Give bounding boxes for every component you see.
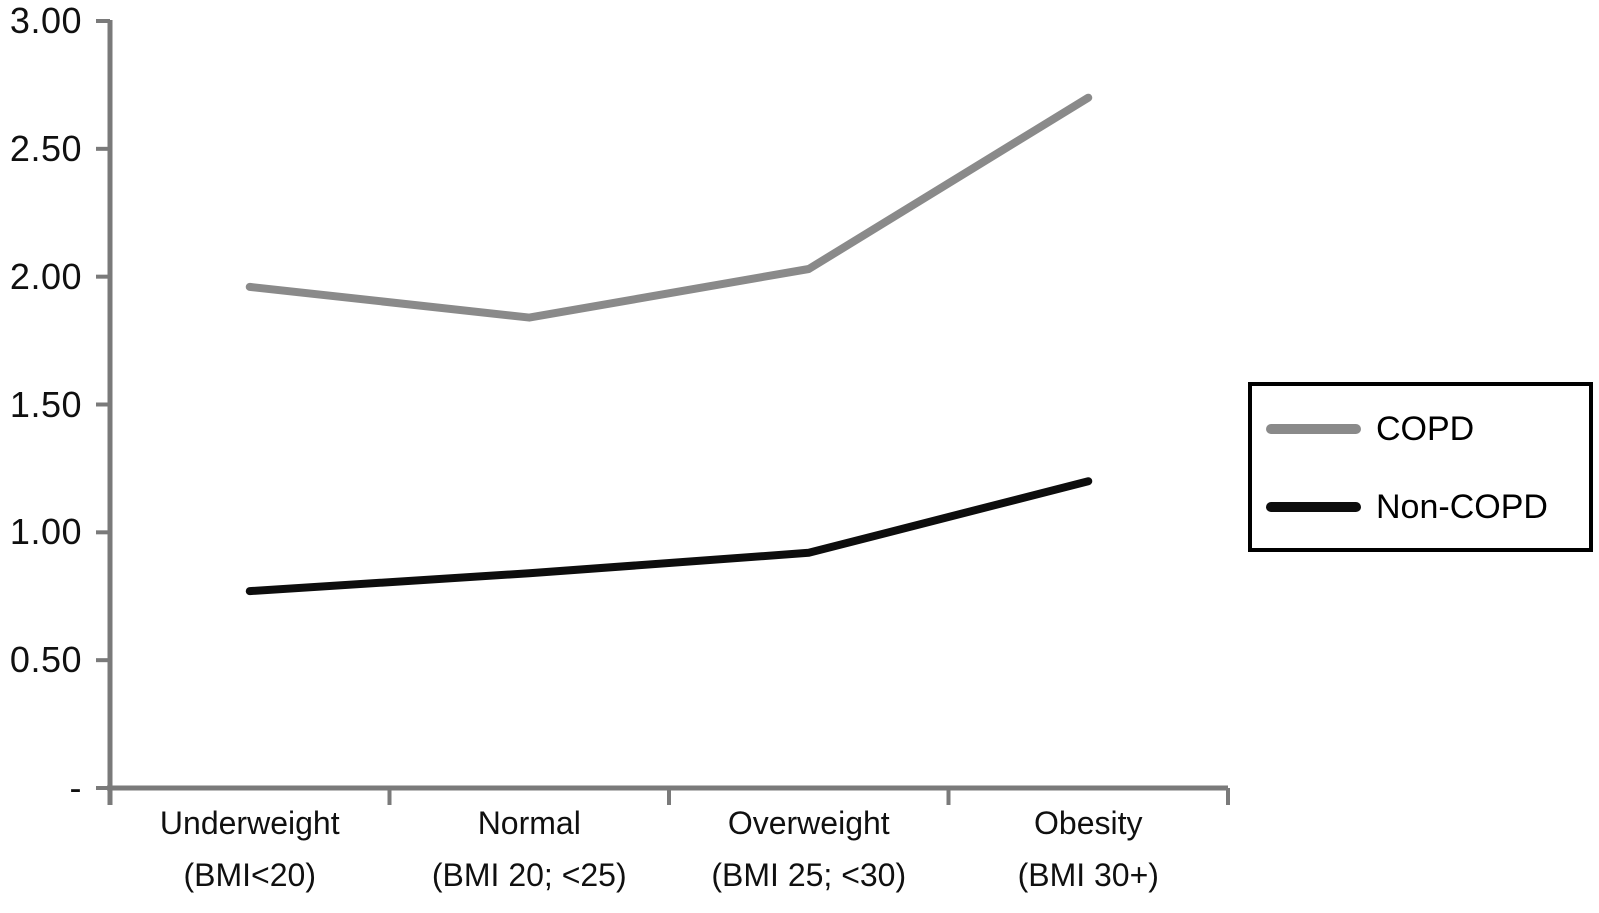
y-tick-label: 2.50 xyxy=(9,127,82,169)
series-line-copd xyxy=(245,93,1093,322)
y-tick-label: 1.00 xyxy=(9,511,82,553)
x-category-label-line1: Underweight xyxy=(159,805,340,841)
x-category-label: Obesity (BMI 30+) xyxy=(918,797,1258,901)
x-category-label-line2: (BMI 30+) xyxy=(1017,857,1159,893)
x-category-label-line2: (BMI 20; <25) xyxy=(431,857,627,893)
series-line-non-copd xyxy=(245,477,1093,596)
x-category-label-line1: Normal xyxy=(477,805,581,841)
y-tick-label: 3.00 xyxy=(9,0,82,41)
legend-label-non-copd: Non-COPD xyxy=(1376,487,1548,526)
legend-line-swatch-copd xyxy=(1266,424,1361,434)
legend-box: COPD Non-COPD xyxy=(1248,382,1593,552)
y-tick-label: 0.50 xyxy=(9,639,82,681)
y-tick-label: 1.50 xyxy=(9,383,82,425)
x-category-label-line2: (BMI<20) xyxy=(183,857,316,893)
x-category-label: Underweight (BMI<20) xyxy=(80,797,420,901)
y-tick-label: 2.00 xyxy=(9,255,82,297)
x-category-label-line1: Overweight xyxy=(727,805,890,841)
legend-label-copd: COPD xyxy=(1376,409,1475,448)
legend-item-non-copd: Non-COPD xyxy=(1266,487,1548,527)
y-tick-label: - xyxy=(69,767,82,808)
legend-line-swatch-non-copd xyxy=(1266,502,1361,512)
x-category-label: Normal (BMI 20; <25) xyxy=(359,797,699,901)
x-category-label: Overweight (BMI 25; <30) xyxy=(639,797,979,901)
legend-item-copd: COPD xyxy=(1266,409,1474,449)
x-category-label-line1: Obesity xyxy=(1034,805,1143,841)
x-category-label-line2: (BMI 25; <30) xyxy=(711,857,907,893)
